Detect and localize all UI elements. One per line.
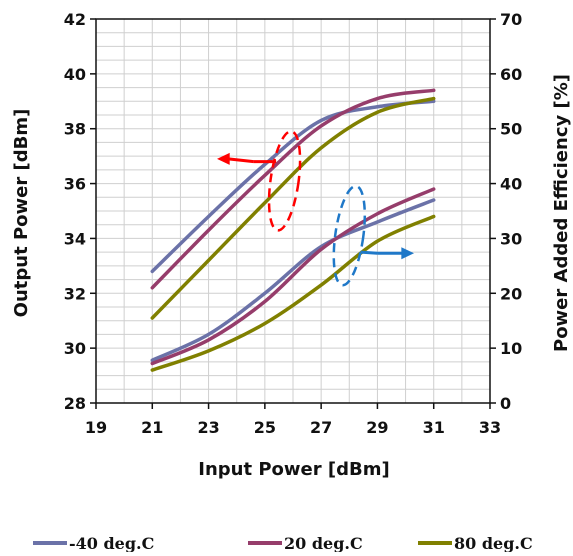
y2-tick-label: 70 — [500, 10, 522, 29]
tick-labels: 19 21 23 25 27 29 31 33 28 30 32 34 36 38 40 42 0 10 20 30 4… — [64, 10, 523, 437]
y-tick-label: 36 — [64, 175, 86, 194]
y-axis-title: Output Power [dBm] — [11, 109, 32, 318]
y2-axis-title: Power Added Efficiency [%] — [551, 74, 572, 352]
x-tick-label: 29 — [366, 418, 388, 437]
plot-frame — [95, 18, 491, 404]
grid — [95, 18, 491, 404]
series-lines — [150, 88, 436, 372]
output-power-line-series-1 — [150, 88, 436, 290]
pae-line-series-1 — [150, 187, 436, 366]
y2-tick-label: 30 — [500, 229, 522, 248]
annotations — [217, 130, 415, 287]
y2-tick-label: 10 — [500, 339, 522, 358]
right-arrow-stem — [360, 250, 378, 255]
x-tick-label: 27 — [310, 418, 332, 437]
x-axis-title: Input Power [dBm] — [198, 459, 389, 480]
legend-label-series-2: 80 deg.C — [454, 534, 533, 552]
legend-label-series-1: 20 deg.C — [284, 534, 363, 552]
x-tick-label: 31 — [423, 418, 445, 437]
y-tick-label: 42 — [64, 10, 86, 29]
x-tick-label: 19 — [85, 418, 107, 437]
y-tick-label: 32 — [64, 284, 86, 303]
y-tick-label: 28 — [64, 394, 86, 413]
output-power-line-series-0 — [150, 99, 436, 274]
x-tick-label: 21 — [141, 418, 163, 437]
right-arrow-head-icon — [401, 247, 415, 260]
y2-tick-label: 50 — [500, 120, 522, 139]
y-tick-label: 40 — [64, 65, 86, 84]
axes — [90, 18, 496, 409]
right-group-ellipse — [332, 184, 367, 287]
legend-label-series-0: -40 deg.C — [69, 534, 154, 552]
pae-line-series-2 — [150, 214, 436, 372]
legend: -40 deg.C 20 deg.C 80 deg.C — [33, 534, 533, 553]
y2-tick-label: 60 — [500, 65, 522, 84]
y2-tick-label: 20 — [500, 284, 522, 303]
output-power-line-series-2 — [150, 96, 436, 320]
y-tick-label: 34 — [64, 229, 86, 248]
left-group-ellipse — [267, 130, 302, 232]
y2-tick-label: 0 — [500, 394, 511, 413]
left-arrow-shaft — [228, 157, 254, 164]
y2-tick-label: 40 — [500, 175, 522, 194]
x-tick-label: 33 — [479, 418, 501, 437]
x-tick-label: 23 — [197, 418, 219, 437]
x-tick-label: 25 — [254, 418, 276, 437]
pae-line-series-0 — [150, 198, 436, 362]
y-tick-label: 38 — [64, 120, 86, 139]
y-tick-label: 30 — [64, 339, 86, 358]
left-arrow-head-icon — [217, 152, 230, 165]
